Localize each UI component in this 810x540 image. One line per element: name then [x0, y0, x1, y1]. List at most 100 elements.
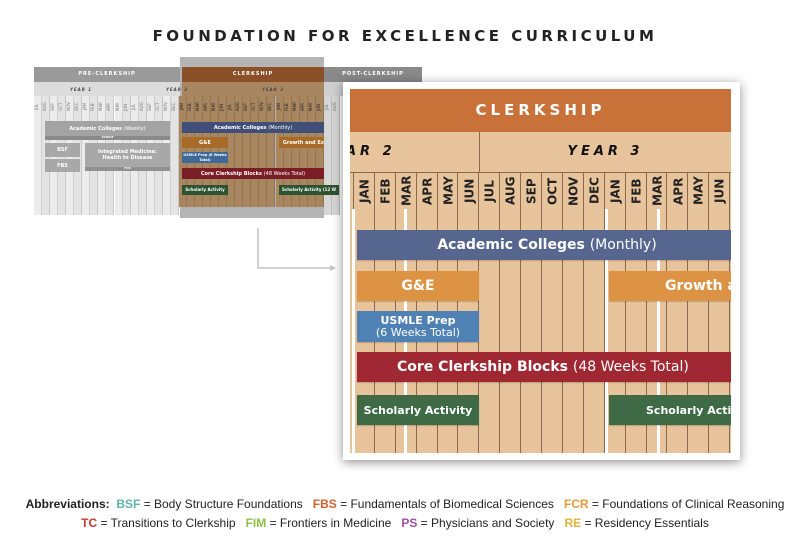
- thumb-month-column: [251, 96, 260, 207]
- thumb-academic-weekly: Academic Colleges (Weekly): [45, 121, 170, 136]
- legend-abbr: FBS: [312, 497, 337, 511]
- term-break-line: [605, 209, 608, 453]
- thumb-month-column: [283, 96, 292, 207]
- growth-bar[interactable]: Growth a: [609, 271, 731, 301]
- legend-abbr: PS: [401, 516, 418, 530]
- term-break-line: [657, 209, 660, 453]
- thumb-month-column: [178, 96, 187, 207]
- label-note: (Monthly): [589, 237, 657, 253]
- thumb-bsf: BSF: [45, 143, 80, 157]
- label: USMLE Prep: [380, 313, 456, 327]
- year-row-clerkship: [182, 82, 324, 96]
- month-column: [563, 172, 584, 453]
- legend-item: FCR = Foundations of Clinical Reasoning: [564, 497, 784, 511]
- month-label: AUG: [500, 172, 522, 209]
- month-column: [709, 172, 731, 453]
- label-note: (48 Weeks Total): [263, 170, 306, 177]
- label-note: (48 Weeks Total): [572, 359, 689, 375]
- label-note: (6 Weeks Total): [375, 325, 461, 339]
- month-column: [626, 172, 647, 453]
- scholarly-activity-bar-2[interactable]: Scholarly Activi: [609, 395, 731, 425]
- legend-item: BSF = Body Structure Foundations: [116, 497, 302, 511]
- month-label: MAR: [646, 172, 668, 209]
- legend-abbr: TC: [81, 516, 98, 530]
- legend-text: = Residency Essentials: [584, 516, 709, 530]
- legend-item: FBS = Fundamentals of Biomedical Science…: [313, 497, 554, 511]
- legend-text: = Body Structure Foundations: [143, 497, 303, 511]
- thumb-month-column: [219, 96, 228, 207]
- row-divider: [350, 172, 731, 173]
- label: Academic Colleges: [213, 124, 267, 131]
- label: Academic Colleges: [437, 237, 585, 253]
- thumb-month-column: [323, 96, 332, 215]
- thumb-month-column: [186, 96, 195, 207]
- month-label: JUL: [479, 172, 501, 209]
- phase-post-clerkship: POST-CLERKSHIP: [324, 67, 422, 82]
- clerkship-detail-panel: CLERKSHIP AR 2 YEAR 3 JAN FEB MAR APR MAY JUN…: [343, 82, 740, 460]
- year-3-label: YEAR 3: [567, 144, 644, 159]
- thumb-core: Core Clerkship Blocks (48 Weeks Total): [182, 168, 324, 179]
- legend-item: TC = Transitions to Clerkship: [81, 516, 235, 530]
- legend-text: = Transitions to Clerkship: [100, 516, 236, 530]
- thumb-month-column: [275, 96, 284, 207]
- page-title: FOUNDATION FOR EXCELLENCE CURRICULUM: [152, 27, 658, 45]
- core-clerkship-bar[interactable]: Core Clerkship Blocks (48 Weeks Total): [357, 352, 731, 382]
- legend-item: FIM = Frontiers in Medicine: [246, 516, 392, 530]
- month-label: JAN: [354, 172, 375, 209]
- month-label: OCT: [542, 172, 563, 209]
- month-column: [688, 172, 710, 453]
- legend-text: = Foundations of Clinical Reasoning: [591, 497, 785, 511]
- thumb-fbs: FBS: [45, 159, 80, 172]
- month-label: DEC: [583, 172, 605, 209]
- thumb-month-column: [315, 96, 324, 207]
- phase-clerkship: CLERKSHIP: [182, 67, 324, 82]
- month-column: [500, 172, 522, 453]
- label-note: (Monthly): [268, 124, 293, 131]
- usmle-prep-bar[interactable]: USMLE Prep (6 Weeks Total): [357, 311, 479, 342]
- thumb-month-column: [259, 96, 268, 207]
- label: Core Clerkship Blocks: [397, 359, 568, 375]
- month-label: FEB: [374, 172, 396, 209]
- month-column: [479, 172, 501, 453]
- thumb-month-column: [170, 96, 179, 215]
- thumb-month-column: [291, 96, 300, 207]
- term-break-line: [352, 209, 355, 453]
- thumb-integrated-medicine: Integrated Medicine: Health to Disease: [85, 143, 170, 167]
- legend-abbr: BSF: [116, 497, 141, 511]
- legend-item: RE = Residency Essentials: [564, 516, 708, 530]
- legend-abbr: RE: [564, 516, 582, 530]
- legend-label: Abbreviations:: [25, 497, 110, 511]
- phase-pre-clerkship: PRE-CLERKSHIP: [34, 67, 180, 82]
- thumb-month-column: [203, 96, 212, 207]
- month-label: JAN: [604, 172, 626, 209]
- thumb-growth: Growth and Ex: [279, 137, 324, 148]
- month-label: APR: [416, 172, 438, 209]
- thumb-academic-monthly: Academic Colleges (Monthly): [182, 122, 324, 133]
- month-column: [668, 172, 689, 453]
- thumb-year-2: YEAR 2: [166, 87, 188, 92]
- thumb-scholarly: Scholarly Activity: [182, 185, 228, 195]
- thumb-month-column: [243, 96, 252, 207]
- legend-text: = Frontiers in Medicine: [269, 516, 392, 530]
- year-row-pre: [34, 82, 180, 96]
- month-label: NOV: [563, 172, 584, 209]
- legend-line-1: Abbreviations: BSF = Body Structure Foun…: [0, 497, 810, 511]
- clerkship-detail-grid: CLERKSHIP AR 2 YEAR 3 JAN FEB MAR APR MAY JUN…: [350, 89, 731, 453]
- thumb-strive: STRIVE: [45, 135, 170, 140]
- label: Academic Colleges: [69, 125, 122, 132]
- label-note: (Weekly): [123, 125, 146, 132]
- label: Core Clerkship Blocks: [200, 170, 262, 177]
- academic-colleges-bar[interactable]: Academic Colleges (Monthly): [357, 230, 731, 260]
- abbreviations-legend: Abbreviations: BSF = Body Structure Foun…: [0, 497, 810, 530]
- thumb-month-column: [211, 96, 220, 207]
- month-label: JUN: [709, 172, 731, 209]
- scholarly-activity-bar[interactable]: Scholarly Activity: [357, 395, 479, 425]
- legend-line-2: TC = Transitions to Clerkship FIM = Fron…: [0, 516, 810, 530]
- legend-abbr: FIM: [245, 516, 267, 530]
- thumb-month-column: [307, 96, 316, 207]
- year-divider: [479, 132, 480, 172]
- month-column: [542, 172, 563, 453]
- ge-bar[interactable]: G&E: [357, 271, 479, 301]
- curriculum-overview-thumbnail[interactable]: PRE-CLERKSHIP CLERKSHIP POST-CLERKSHIP Y…: [0, 0, 430, 230]
